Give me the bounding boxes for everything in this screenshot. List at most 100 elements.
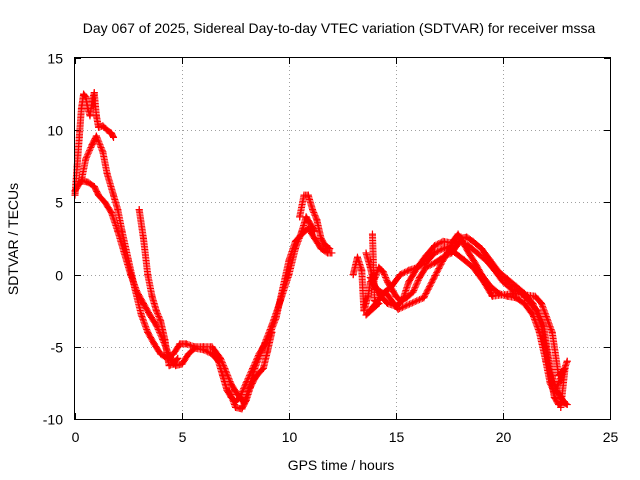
data-point: [99, 122, 107, 130]
data-point: [413, 263, 421, 271]
data-point: [364, 292, 372, 300]
data-point: [431, 242, 439, 250]
x-tick-label: 15: [389, 429, 405, 445]
data-point: [227, 380, 235, 388]
data-point: [77, 177, 85, 185]
data-point: [268, 328, 276, 336]
data-point: [360, 307, 368, 315]
data-point: [103, 126, 111, 134]
data-point: [328, 249, 336, 257]
data-point: [416, 273, 424, 281]
data-point: [291, 245, 299, 253]
data-point: [375, 299, 383, 307]
data-point: [285, 271, 293, 279]
data-point: [309, 206, 317, 214]
data-point: [99, 148, 107, 156]
data-point: [405, 266, 413, 274]
data-point: [90, 183, 98, 191]
data-point: [321, 242, 329, 250]
data-point: [304, 191, 312, 199]
data-point: [150, 340, 158, 348]
data-point: [88, 141, 96, 149]
data-point: [398, 297, 406, 305]
data-point: [317, 245, 325, 253]
data-point: [191, 343, 199, 351]
data-point: [110, 133, 118, 141]
data-point: [362, 311, 370, 319]
data-point: [358, 266, 366, 274]
data-point: [439, 245, 447, 253]
data-point: [469, 237, 477, 245]
data-point: [135, 206, 143, 214]
data-point: [409, 288, 417, 296]
data-point: [232, 403, 239, 411]
data-point: [118, 227, 126, 235]
data-point: [542, 343, 550, 351]
data-point: [368, 230, 376, 238]
data-point: [486, 256, 494, 264]
data-point: [388, 282, 396, 290]
series-track-f: [296, 191, 334, 253]
data-point: [125, 256, 132, 264]
data-point: [165, 362, 173, 370]
x-tick-label: 5: [179, 429, 187, 445]
data-point: [469, 263, 477, 271]
data-point: [137, 311, 145, 319]
data-point: [86, 112, 94, 120]
data-point: [264, 347, 272, 355]
data-point: [495, 268, 503, 276]
x-tick-label: 25: [603, 429, 619, 445]
data-point: [473, 249, 481, 257]
data-point: [538, 299, 546, 307]
data-point: [139, 299, 147, 307]
x-tick-label: 0: [72, 429, 80, 445]
data-point: [546, 369, 554, 377]
series-markers: [77, 132, 319, 407]
data-point: [103, 170, 111, 178]
data-point: [512, 294, 520, 302]
data-point: [550, 393, 558, 401]
data-point: [531, 292, 539, 300]
data-point: [478, 245, 486, 253]
data-point: [246, 383, 254, 391]
series-track-c: [77, 132, 319, 407]
grid: [75, 58, 610, 419]
data-point: [92, 132, 100, 140]
axis-ticks: 0 5 10 15 20 25 -10 -5 0 5 10 15: [43, 51, 619, 446]
data-point: [463, 233, 471, 241]
data-point: [538, 321, 546, 329]
data-point: [169, 360, 177, 368]
data-point: [182, 340, 190, 348]
data-point: [510, 289, 518, 297]
data-point: [176, 340, 184, 348]
data-point: [313, 216, 321, 224]
data-point: [107, 209, 115, 217]
data-point: [84, 105, 92, 113]
data-point: [75, 133, 83, 141]
data-point: [110, 191, 118, 199]
data-point: [163, 350, 171, 358]
x-tick-label: 20: [496, 429, 512, 445]
data-point: [208, 343, 216, 351]
data-point: [259, 364, 267, 372]
data-point: [95, 123, 103, 131]
data-point: [396, 271, 404, 279]
data-point: [82, 155, 90, 163]
data-point: [326, 245, 334, 253]
data-point: [92, 112, 100, 120]
data-point: [268, 321, 276, 329]
data-point: [169, 350, 177, 358]
data-point: [139, 235, 147, 242]
series-markers: [135, 206, 182, 370]
data-point: [379, 268, 387, 276]
data-point: [225, 386, 233, 394]
data-point: [420, 294, 428, 302]
data-point: [563, 401, 571, 409]
data-point: [471, 259, 479, 267]
data-point: [555, 372, 563, 380]
data-point: [454, 230, 462, 238]
data-point: [131, 285, 139, 293]
data-point: [251, 375, 259, 383]
data-point: [221, 364, 229, 372]
